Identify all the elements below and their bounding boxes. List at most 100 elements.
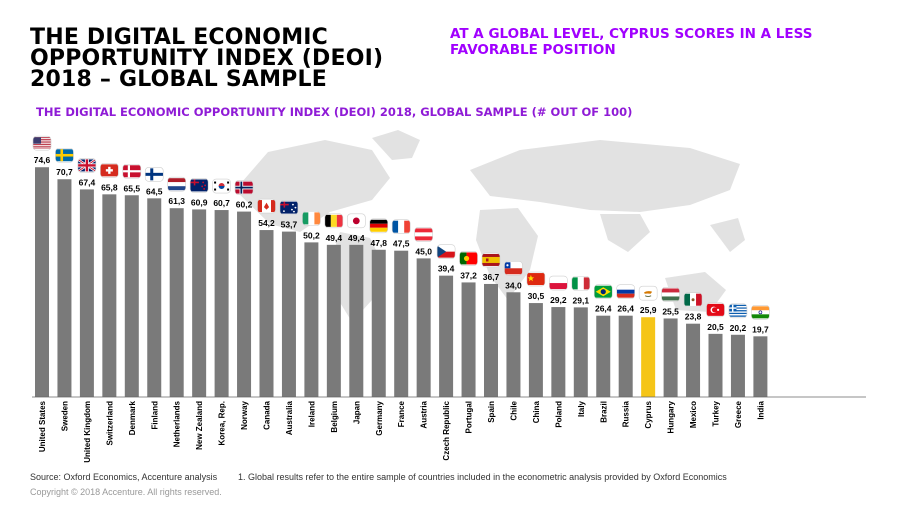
- value-label-korea-rep: 60,7: [213, 198, 230, 208]
- bar-group-brazil: 26,4 Brazil: [593, 284, 613, 423]
- flag-gb-icon: [77, 158, 97, 173]
- value-label-cyprus: 25,9: [640, 305, 657, 315]
- headline-line: FAVORABLE POSITION: [450, 42, 616, 58]
- bar-czech-republic: [439, 275, 454, 397]
- value-label-hungary: 25,5: [662, 306, 679, 316]
- category-label-czech-republic: Czech Republic: [442, 400, 451, 460]
- category-label-france: France: [397, 400, 406, 427]
- bar-group-france: 47,5 France: [391, 219, 411, 427]
- flag-mx-icon: [683, 292, 703, 307]
- category-label-hungary: Hungary: [667, 400, 676, 433]
- flag-hu-icon: [661, 287, 680, 302]
- bar-austria: [416, 258, 431, 397]
- bar-group-portugal: 37,2 Portugal: [459, 251, 478, 433]
- value-label-united-states: 74,6: [34, 155, 51, 165]
- headline: AT A GLOBAL LEVEL, CYPRUS SCORES IN A LE…: [450, 26, 880, 58]
- main-title-line: 2018 – GLOBAL SAMPLE: [30, 67, 327, 92]
- bar-group-india: 19,7 India: [751, 305, 770, 420]
- flag-cl-icon: [504, 260, 523, 276]
- bar-germany: [371, 249, 386, 397]
- value-label-poland: 29,2: [550, 295, 567, 305]
- category-label-italy: Italy: [577, 400, 586, 417]
- category-label-spain: Spain: [487, 401, 496, 423]
- category-label-turkey: Turkey: [712, 400, 721, 426]
- value-label-switzerland: 65,8: [101, 182, 118, 192]
- flag-ru-icon: [616, 284, 636, 299]
- footnote-source: Source: Oxford Economics, Accenture anal…: [30, 472, 218, 482]
- bar-france: [394, 250, 409, 397]
- value-label-mexico: 23,8: [685, 312, 702, 322]
- main-title-line: OPPORTUNITY INDEX (DEOI): [30, 46, 384, 71]
- bar-group-cyprus: 25,9 Cyprus: [638, 285, 658, 429]
- value-label-czech-republic: 39,4: [438, 264, 455, 274]
- category-label-india: India: [756, 400, 765, 419]
- category-label-sweden: Sweden: [60, 401, 69, 431]
- flag-be-icon: [324, 213, 344, 229]
- bar-group-netherlands: 61,3 Netherlands: [167, 176, 186, 447]
- flag-pl-icon: [549, 275, 568, 291]
- bar-mexico: [686, 323, 701, 397]
- flag-it-icon: [571, 276, 591, 291]
- bar-group-austria: 45,0 Austria: [414, 227, 433, 429]
- bar-group-greece: 20,2 Greece: [728, 303, 748, 428]
- category-label-switzerland: Switzerland: [105, 401, 114, 446]
- value-label-france: 47,5: [393, 239, 410, 249]
- copyright: Copyright © 2018 Accenture. All rights r…: [30, 487, 222, 497]
- bar-turkey: [708, 333, 723, 397]
- bar-group-belgium: 49,4 Belgium: [324, 213, 344, 433]
- flag-fi-icon: [144, 167, 164, 182]
- value-label-new-zealand: 60,9: [191, 197, 208, 207]
- bar-chart: 74,6 United States 70,7 Sweden 67,4 United Ki…: [32, 130, 866, 463]
- bar-group-turkey: 20,5 Turkey: [706, 302, 725, 427]
- bar-canada: [259, 230, 274, 397]
- value-label-austria: 45,0: [415, 246, 432, 256]
- bar-group-norway: 60,2 Norway: [234, 180, 254, 430]
- flag-cz-icon: [436, 244, 456, 259]
- value-label-netherlands: 61,3: [168, 196, 185, 206]
- category-label-greece: Greece: [734, 400, 743, 428]
- bar-greece: [730, 334, 745, 397]
- category-label-poland: Poland: [554, 401, 563, 428]
- bar-denmark: [124, 195, 139, 397]
- category-label-chile: Chile: [509, 400, 518, 420]
- bar-group-canada: 54,2 Canada: [257, 198, 276, 430]
- map-landmass: [372, 130, 420, 160]
- bar-poland: [551, 307, 566, 397]
- flag-at-icon: [414, 227, 433, 242]
- value-label-chile: 34,0: [505, 280, 522, 290]
- bar-group-spain: 36,7 Spain: [481, 252, 501, 423]
- value-label-italy: 29,1: [573, 295, 590, 305]
- flag-kr-icon: [212, 178, 231, 194]
- flag-nl-icon: [167, 176, 186, 192]
- bar-sweden: [57, 179, 72, 397]
- bar-united-kingdom: [79, 189, 94, 397]
- bar-hungary: [663, 318, 678, 397]
- map-landmass: [470, 140, 740, 212]
- value-label-portugal: 37,2: [460, 270, 477, 280]
- flag-cn-icon: [526, 271, 546, 287]
- category-label-denmark: Denmark: [128, 400, 137, 435]
- category-label-mexico: Mexico: [689, 401, 698, 428]
- value-label-greece: 20,2: [730, 323, 747, 333]
- flag-ch-icon: [100, 163, 119, 178]
- flag-no-icon: [234, 180, 254, 195]
- bar-italy: [573, 307, 588, 397]
- category-label-united-kingdom: United Kingdom: [83, 401, 92, 463]
- flag-fr-icon: [391, 219, 411, 234]
- flag-ie-icon: [302, 211, 321, 226]
- category-label-cyprus: Cyprus: [644, 400, 653, 428]
- category-label-australia: Australia: [285, 400, 294, 435]
- bar-group-korea-rep: 60,7 Korea, Rep.: [212, 178, 231, 445]
- flag-br-icon: [593, 284, 613, 299]
- flag-jp-icon: [346, 213, 366, 229]
- bar-group-ireland: 50,2 Ireland: [302, 211, 321, 427]
- bar-group-sweden: 70,7 Sweden: [55, 147, 74, 431]
- bar-group-new-zealand: 60,9 New Zealand: [189, 178, 209, 450]
- category-label-united-states: United States: [38, 400, 47, 452]
- value-label-sweden: 70,7: [56, 167, 73, 177]
- flag-gr-icon: [728, 303, 748, 319]
- bar-portugal: [461, 282, 476, 397]
- value-label-norway: 60,2: [236, 200, 253, 210]
- bar-group-china: 30,5 China: [526, 271, 546, 423]
- category-label-canada: Canada: [263, 400, 272, 429]
